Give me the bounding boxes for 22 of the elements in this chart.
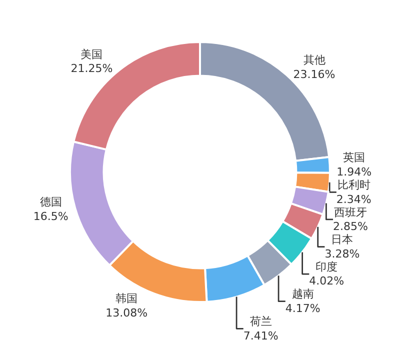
data-label: 23.16% [293, 68, 336, 81]
slice-label: 日本 [331, 233, 354, 246]
slice-label: 美国 [80, 48, 103, 61]
data-label: 21.25% [70, 62, 113, 76]
data-label: 4.17% [285, 302, 320, 316]
data-label: 16.5% [33, 210, 68, 223]
slice-label: 越南 [292, 288, 314, 301]
slice-label: 印度 [316, 260, 338, 274]
data-label: 1.94% [336, 166, 372, 179]
data-label: 7.41% [243, 329, 278, 342]
slice-label: 荷兰 [250, 315, 272, 328]
data-label: 13.08% [106, 306, 148, 320]
data-label: 3.28% [324, 247, 360, 260]
slice-label: 比利时 [337, 178, 370, 192]
data-label: 2.85% [333, 220, 368, 234]
data-label: 4.02% [309, 274, 344, 288]
slice-label: 西班牙 [334, 206, 367, 219]
slice-label: 韩国 [116, 292, 138, 306]
slice-label: 英国 [343, 151, 366, 164]
slice-label: 德国 [40, 196, 62, 209]
slice-label: 其他 [303, 54, 326, 67]
data-label: 2.34% [336, 192, 372, 206]
